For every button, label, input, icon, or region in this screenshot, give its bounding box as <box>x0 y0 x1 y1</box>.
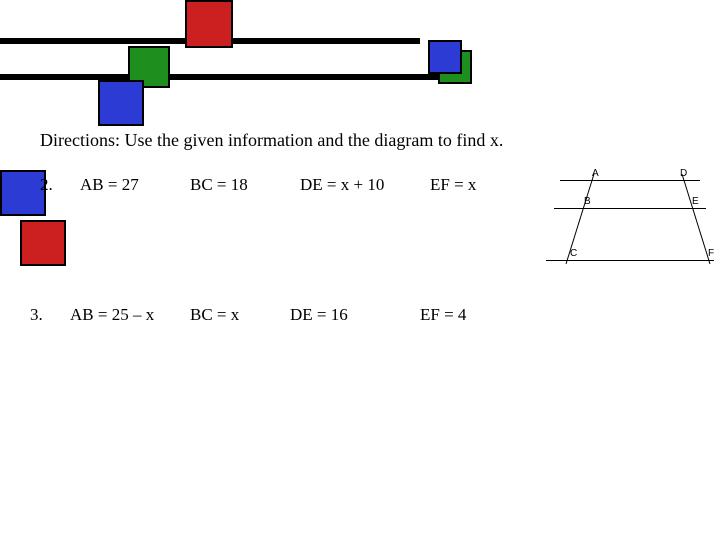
problem-3-ef: EF = 4 <box>420 305 530 325</box>
diagram-transversals <box>546 168 716 268</box>
problem-2-number: 2. <box>40 175 80 195</box>
problem-3-number: 3. <box>30 305 70 325</box>
decor-square-blue-mid <box>98 80 144 126</box>
decor-square-red-top <box>185 0 233 48</box>
problem-3: 3. AB = 25 – x BC = x DE = 16 EF = 4 <box>30 305 720 325</box>
problem-3-de: DE = 16 <box>290 305 420 325</box>
decor-bar-2 <box>0 74 470 80</box>
problem-2-ef: EF = x <box>430 175 540 195</box>
parallel-lines-diagram: A D B E C F <box>560 170 710 280</box>
problem-2-de: DE = x + 10 <box>300 175 430 195</box>
problem-3-bc: BC = x <box>190 305 290 325</box>
problem-2-ab: AB = 27 <box>80 175 190 195</box>
problem-3-ab: AB = 25 – x <box>70 305 190 325</box>
directions-text: Directions: Use the given information an… <box>40 130 720 151</box>
decor-square-blue-right <box>428 40 462 74</box>
problem-2-bc: BC = 18 <box>190 175 300 195</box>
